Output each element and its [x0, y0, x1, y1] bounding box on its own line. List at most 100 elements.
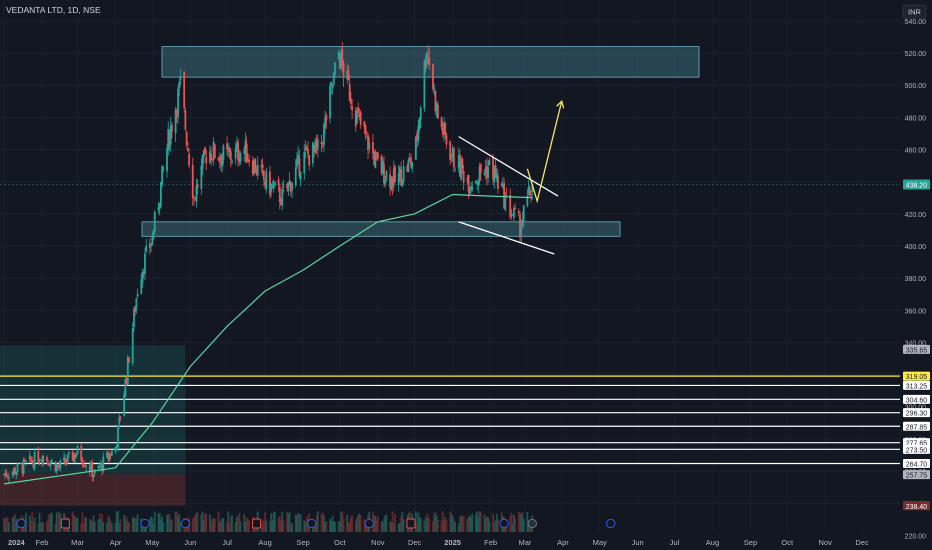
candle-body[interactable] — [331, 85, 334, 87]
candle-body[interactable] — [162, 167, 165, 169]
candle-body[interactable] — [509, 195, 512, 218]
candle-body[interactable] — [157, 206, 160, 211]
candle-body[interactable] — [179, 75, 182, 80]
candle-body[interactable] — [20, 462, 23, 465]
candle-body[interactable] — [504, 195, 507, 211]
candle-body[interactable] — [255, 169, 258, 175]
candle-body[interactable] — [492, 157, 494, 180]
candle-body[interactable] — [288, 180, 291, 185]
candle-body[interactable] — [256, 164, 259, 176]
candle-body[interactable] — [373, 152, 376, 166]
candle-body[interactable] — [399, 167, 401, 176]
earnings-marker[interactable] — [60, 518, 70, 529]
candle-body[interactable] — [401, 181, 404, 186]
candle-body[interactable] — [97, 466, 100, 469]
candle-body[interactable] — [475, 180, 477, 184]
candle-body[interactable] — [194, 197, 197, 200]
wedge-upper-line[interactable] — [458, 136, 559, 197]
candle-body[interactable] — [66, 454, 69, 463]
candle-body[interactable] — [12, 468, 15, 473]
candle-body[interactable] — [497, 176, 499, 189]
candle-body[interactable] — [81, 459, 84, 465]
candle-body[interactable] — [334, 62, 336, 75]
candle-body[interactable] — [527, 186, 530, 194]
candle-body[interactable] — [433, 88, 436, 91]
candle-body[interactable] — [265, 171, 268, 189]
candle-body[interactable] — [392, 168, 395, 186]
candle-body[interactable] — [305, 146, 308, 150]
candle-body[interactable] — [273, 181, 276, 186]
candle-body[interactable] — [218, 158, 221, 161]
candle-body[interactable] — [102, 456, 105, 471]
candle-body[interactable] — [402, 165, 405, 182]
candle-body[interactable] — [272, 185, 275, 189]
candle-body[interactable] — [178, 81, 181, 89]
candle-body[interactable] — [110, 450, 113, 456]
candle-body[interactable] — [196, 184, 199, 189]
candle-body[interactable] — [357, 108, 360, 113]
candle-body[interactable] — [477, 179, 480, 186]
candle-body[interactable] — [46, 457, 48, 461]
candle-body[interactable] — [349, 98, 352, 105]
candle-body[interactable] — [30, 457, 32, 461]
dividend-marker[interactable] — [606, 518, 616, 529]
candle-body[interactable] — [177, 88, 179, 118]
candle-body[interactable] — [158, 203, 161, 210]
candle-body[interactable] — [16, 463, 19, 472]
price-tag[interactable]: 257.75 — [903, 470, 930, 480]
earnings-marker[interactable] — [406, 518, 416, 529]
candle-body[interactable] — [316, 138, 319, 150]
candle-body[interactable] — [247, 159, 249, 161]
candle-body[interactable] — [289, 182, 292, 192]
candle-body[interactable] — [342, 62, 345, 78]
candle-body[interactable] — [168, 131, 171, 147]
candle-body[interactable] — [231, 160, 233, 163]
candle-body[interactable] — [22, 459, 25, 474]
candle-body[interactable] — [281, 188, 284, 206]
candle-body[interactable] — [184, 110, 187, 130]
candle-body[interactable] — [390, 176, 393, 190]
candle-body[interactable] — [486, 165, 488, 178]
candle-body[interactable] — [313, 145, 316, 150]
earnings-marker[interactable] — [252, 518, 261, 529]
candle-body[interactable] — [57, 464, 59, 467]
candle-body[interactable] — [237, 141, 240, 161]
candle-body[interactable] — [123, 394, 126, 416]
candle-body[interactable] — [441, 127, 444, 135]
candle-body[interactable] — [145, 245, 148, 252]
candle-body[interactable] — [338, 54, 341, 69]
candle-body[interactable] — [494, 164, 497, 178]
candle-body[interactable] — [11, 471, 14, 476]
candle-body[interactable] — [445, 134, 448, 145]
candle-body[interactable] — [510, 215, 513, 217]
candle-body[interactable] — [298, 157, 301, 177]
dividend-marker[interactable] — [307, 518, 317, 529]
candle-body[interactable] — [461, 158, 464, 169]
candle-body[interactable] — [136, 293, 139, 297]
candle-body[interactable] — [271, 186, 274, 188]
candle-body[interactable] — [406, 165, 409, 172]
candle-body[interactable] — [205, 156, 208, 164]
candle-body[interactable] — [151, 235, 154, 246]
candle-body[interactable] — [169, 125, 172, 145]
candle-body[interactable] — [372, 142, 374, 154]
candle-body[interactable] — [520, 227, 523, 236]
candle-body[interactable] — [82, 465, 85, 467]
candle-body[interactable] — [407, 159, 410, 173]
candle-body[interactable] — [15, 471, 18, 475]
candle-body[interactable] — [330, 82, 333, 87]
candle-body[interactable] — [367, 135, 369, 151]
candle-body[interactable] — [211, 158, 214, 160]
candle-body[interactable] — [528, 188, 531, 196]
candle-body[interactable] — [88, 465, 91, 472]
candle-body[interactable] — [325, 115, 328, 121]
candle-body[interactable] — [75, 454, 78, 457]
candle-body[interactable] — [501, 183, 504, 188]
candle-body[interactable] — [440, 117, 443, 127]
candle-body[interactable] — [200, 165, 203, 189]
candle-body[interactable] — [503, 183, 505, 209]
candle-body[interactable] — [505, 195, 508, 196]
candle-body[interactable] — [188, 153, 190, 166]
candle-body[interactable] — [479, 164, 482, 173]
target-zone[interactable] — [0, 345, 186, 475]
